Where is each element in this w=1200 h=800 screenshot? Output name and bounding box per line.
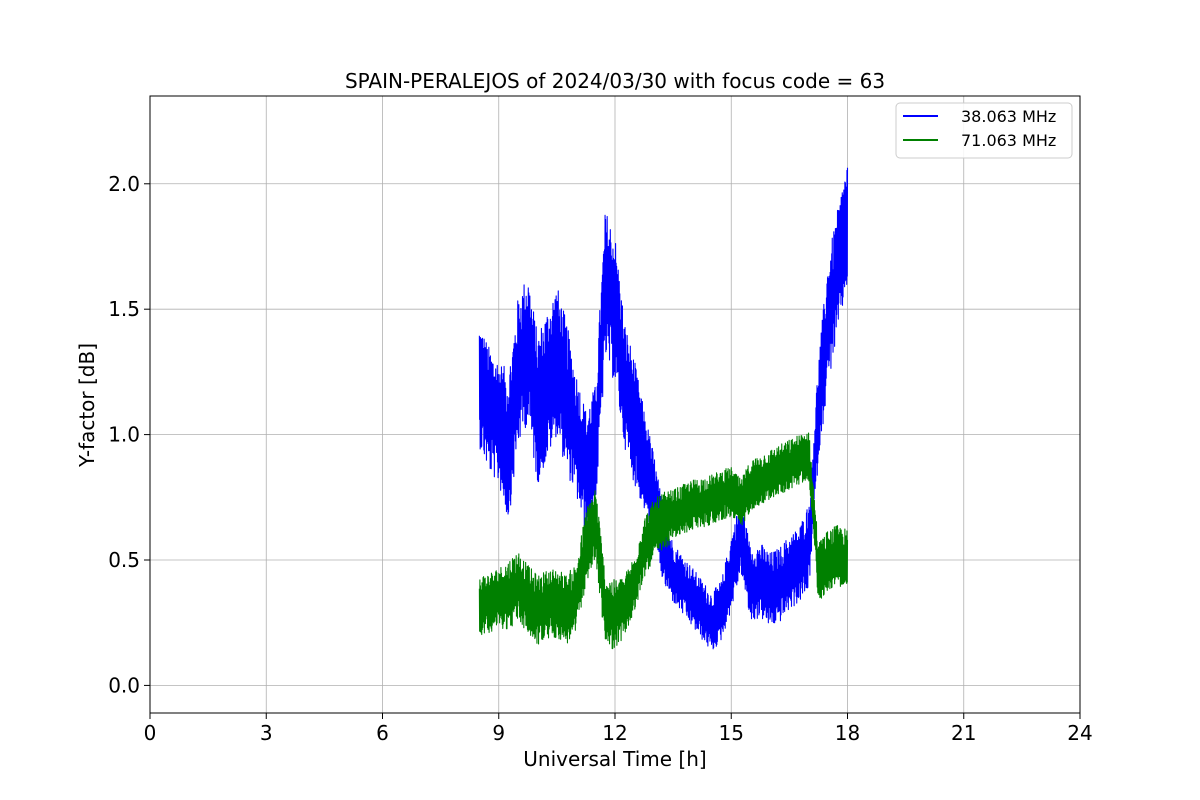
x-tick-label: 0 bbox=[144, 721, 157, 745]
series-line-2 bbox=[478, 432, 849, 650]
y-tick-label: 0.5 bbox=[108, 548, 140, 572]
x-tick-label: 3 bbox=[260, 721, 273, 745]
x-tick-label: 6 bbox=[376, 721, 389, 745]
y-axis-ticks: 0.0 0.5 1.0 1.5 2.0 bbox=[108, 172, 150, 697]
y-tick-label: 1.0 bbox=[108, 423, 140, 447]
series-layer bbox=[478, 167, 849, 650]
legend: 38.063 MHz 71.063 MHz bbox=[895, 102, 1073, 159]
legend-label-series-1: 38.063 MHz bbox=[961, 107, 1056, 126]
x-tick-label: 12 bbox=[602, 721, 627, 745]
y-tick-label: 1.5 bbox=[108, 297, 140, 321]
y-tick-label: 0.0 bbox=[108, 673, 140, 697]
x-tick-label: 9 bbox=[492, 721, 505, 745]
chart-title: SPAIN-PERALEJOS of 2024/03/30 with focus… bbox=[345, 69, 885, 93]
y-tick-label: 2.0 bbox=[108, 172, 140, 196]
x-tick-label: 24 bbox=[1067, 721, 1092, 745]
x-tick-label: 18 bbox=[835, 721, 860, 745]
x-tick-label: 15 bbox=[719, 721, 744, 745]
legend-box bbox=[895, 102, 1073, 159]
legend-label-series-2: 71.063 MHz bbox=[961, 131, 1056, 150]
x-axis-ticks: 0 3 6 9 12 15 18 21 24 bbox=[144, 713, 1093, 745]
y-axis-label: Y-factor [dB] bbox=[75, 343, 99, 468]
x-axis-label: Universal Time [h] bbox=[523, 747, 706, 771]
x-tick-label: 21 bbox=[951, 721, 976, 745]
plot-area: 0 3 6 9 12 15 18 21 24 0.0 0.5 1.0 1.5 2.0 bbox=[108, 95, 1093, 745]
